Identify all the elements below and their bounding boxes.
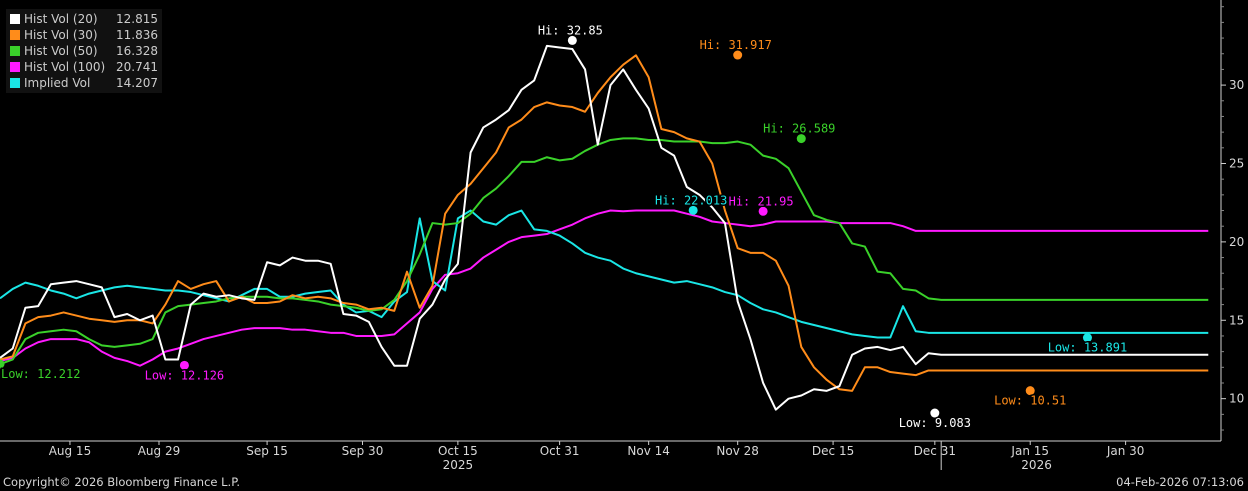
series-line-1: [0, 54, 1209, 392]
x-tick-label: Nov 14: [627, 444, 670, 458]
annotation-marker: [1025, 386, 1035, 396]
legend-series-name: Hist Vol (30): [24, 28, 98, 42]
x-tick-label: Jan 15: [1010, 444, 1049, 458]
x-tick-label: Nov 28: [716, 444, 759, 458]
x-year-label: 2025: [443, 458, 474, 472]
x-tick-label: Dec 31: [914, 444, 956, 458]
legend-swatch: [10, 14, 20, 24]
y-tick-label: 10: [1229, 392, 1244, 406]
x-tick-label: Aug 29: [138, 444, 181, 458]
annotation-marker: [0, 359, 5, 369]
legend-series-value: 11.836: [116, 28, 158, 42]
annotation-marker: [796, 134, 806, 144]
y-tick-label: 30: [1229, 78, 1244, 92]
legend-series-value: 16.328: [116, 44, 158, 58]
x-tick-label: Aug 15: [49, 444, 92, 458]
annotation-label: Hi: 21.95: [729, 194, 794, 208]
legend-series-name: Implied Vol: [24, 76, 91, 90]
legend-series-name: Hist Vol (50): [24, 44, 98, 58]
annotation-label: Low: 10.51: [994, 394, 1066, 408]
y-tick-label: 15: [1229, 313, 1244, 327]
annotation-label: Hi: 22.013: [655, 193, 727, 207]
annotation-marker: [930, 408, 940, 418]
series-line-3: [0, 209, 1209, 367]
series-line-0: [0, 44, 1209, 411]
y-tick-label: 25: [1229, 156, 1244, 170]
legend-swatch: [10, 46, 20, 56]
annotation-label: Low: 12.212: [1, 367, 80, 381]
legend: Hist Vol (20) 12.815 Hist Vol (30) 11.836 Hi…: [6, 9, 162, 93]
legend-series-value: 20.741: [116, 60, 158, 74]
x-tick-label: Oct 31: [540, 444, 580, 458]
x-tick-label: Oct 15: [438, 444, 478, 458]
annotation-marker: [733, 50, 743, 60]
legend-item: Implied Vol 14.207: [10, 75, 158, 91]
x-year-label: 2026: [1021, 458, 1052, 472]
y-tick-label: 20: [1229, 235, 1244, 249]
legend-item: Hist Vol (30) 11.836: [10, 27, 158, 43]
annotation-label: Low: 12.126: [145, 368, 224, 382]
legend-item: Hist Vol (50) 16.328: [10, 43, 158, 59]
x-tick-label: Dec 15: [812, 444, 854, 458]
series-line-4: [0, 209, 1209, 339]
annotation-label: Hi: 26.589: [763, 122, 835, 136]
annotation-label: Hi: 32.85: [538, 23, 603, 37]
legend-item: Hist Vol (20) 12.815: [10, 11, 158, 27]
legend-series-value: 14.207: [116, 76, 158, 90]
annotation-marker: [688, 205, 698, 215]
annotation-marker: [567, 35, 577, 45]
copyright-text: Copyright© 2026 Bloomberg Finance L.P.: [3, 475, 240, 489]
annotation-marker: [1082, 333, 1092, 343]
annotation-marker: [179, 360, 189, 370]
annotation-label: Low: 9.083: [899, 416, 971, 430]
annotation-label: Low: 13.891: [1048, 341, 1127, 355]
x-tick-label: Sep 30: [342, 444, 384, 458]
annotation-label: Hi: 31.917: [700, 38, 772, 52]
legend-series-name: Hist Vol (20): [24, 12, 98, 26]
x-tick-label: Sep 15: [246, 444, 288, 458]
timestamp-text: 04-Feb-2026 07:13:06: [1116, 475, 1244, 489]
series-line-2: [0, 137, 1209, 366]
x-tick-label: Jan 30: [1106, 444, 1145, 458]
annotation-marker: [758, 206, 768, 216]
legend-swatch: [10, 30, 20, 40]
legend-item: Hist Vol (100) 20.741: [10, 59, 158, 75]
legend-series-name: Hist Vol (100): [24, 60, 106, 74]
legend-swatch: [10, 62, 20, 72]
legend-swatch: [10, 78, 20, 88]
legend-series-value: 12.815: [116, 12, 158, 26]
